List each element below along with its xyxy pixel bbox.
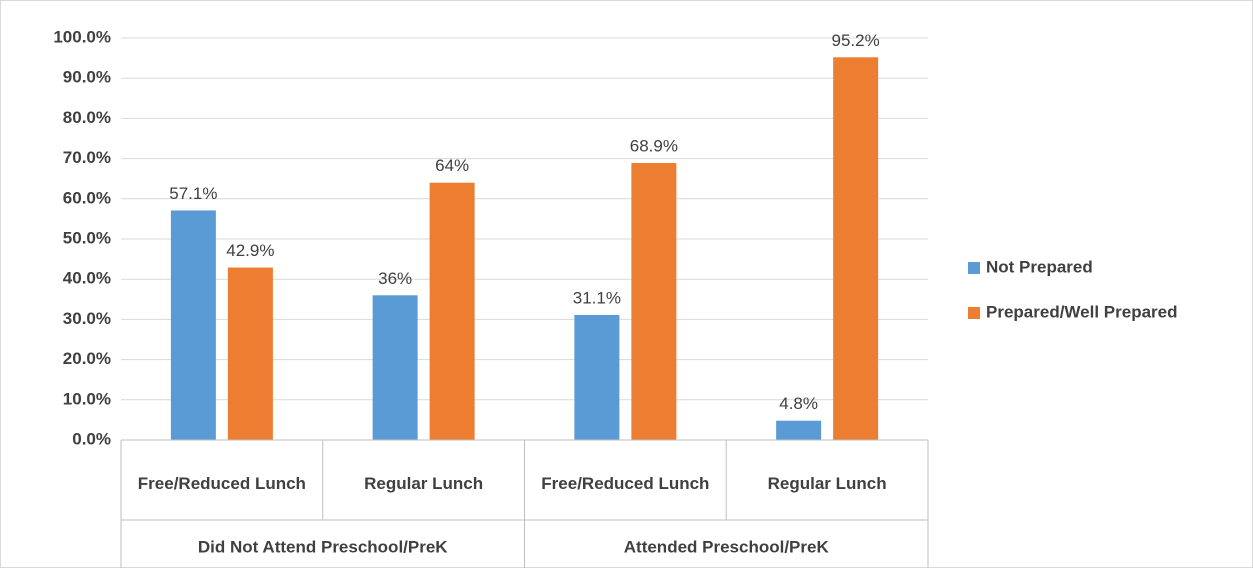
legend-swatch xyxy=(968,307,980,319)
x-tick-label: Regular Lunch xyxy=(768,474,887,493)
bar xyxy=(574,314,620,440)
x-tick-label: Free/Reduced Lunch xyxy=(541,474,709,493)
y-tick-label: 60.0% xyxy=(63,188,111,207)
bar xyxy=(833,57,879,441)
y-tick-label: 50.0% xyxy=(63,228,111,247)
legend-label: Not Prepared xyxy=(986,257,1093,276)
data-label: 42.9% xyxy=(226,241,274,260)
data-label: 64% xyxy=(435,156,469,175)
legend-label: Prepared/Well Prepared xyxy=(986,302,1178,321)
data-label: 36% xyxy=(378,269,412,288)
data-label: 95.2% xyxy=(832,31,880,50)
x-tick-label: Free/Reduced Lunch xyxy=(138,474,306,493)
data-label: 31.1% xyxy=(573,288,621,307)
bar xyxy=(170,210,216,440)
bar xyxy=(227,267,273,440)
y-tick-label: 10.0% xyxy=(63,389,111,408)
y-tick-label: 30.0% xyxy=(63,309,111,328)
data-label: 57.1% xyxy=(169,184,217,203)
data-label: 68.9% xyxy=(630,137,678,156)
group-label: Did Not Attend Preschool/PreK xyxy=(198,537,448,556)
y-tick-label: 70.0% xyxy=(63,148,111,167)
y-tick-label: 90.0% xyxy=(63,68,111,87)
y-tick-label: 100.0% xyxy=(53,27,111,46)
y-tick-label: 0.0% xyxy=(72,429,111,448)
bar xyxy=(429,182,475,440)
data-label: 4.8% xyxy=(779,394,818,413)
bar xyxy=(776,420,822,440)
y-tick-label: 20.0% xyxy=(63,349,111,368)
y-tick-label: 40.0% xyxy=(63,269,111,288)
bar xyxy=(631,163,677,440)
bar xyxy=(372,295,418,440)
y-tick-label: 80.0% xyxy=(63,108,111,127)
x-tick-label: Regular Lunch xyxy=(364,474,483,493)
group-label: Attended Preschool/PreK xyxy=(624,537,830,556)
legend-swatch xyxy=(968,262,980,274)
